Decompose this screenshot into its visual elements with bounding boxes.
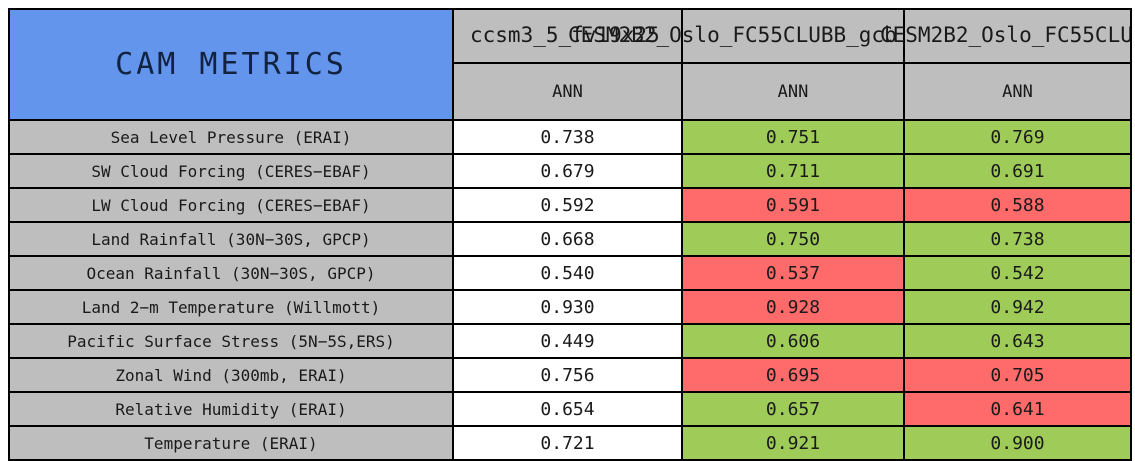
- metric-label: Land Rainfall (30N−30S, GPCP): [8, 221, 454, 257]
- table-row: Pacific Surface Stress (5N−5S,ERS) 0.449 0…: [8, 323, 1132, 359]
- season-header-ann-2: ANN: [681, 62, 905, 121]
- value-cell: 0.540: [452, 255, 683, 291]
- table-row: Temperature (ERAI) 0.721 0.921 0.900: [8, 425, 1132, 461]
- value-cell: 0.668: [452, 221, 683, 257]
- value-cell: 0.705: [903, 357, 1132, 393]
- value-cell: 0.751: [681, 119, 905, 155]
- table-row: Land Rainfall (30N−30S, GPCP) 0.668 0.750 0…: [8, 221, 1132, 257]
- table-row: LW Cloud Forcing (CERES−EBAF) 0.592 0.591 0…: [8, 187, 1132, 223]
- metric-label: Ocean Rainfall (30N−30S, GPCP): [8, 255, 454, 291]
- model-header-row: CAM METRICS: [8, 8, 1132, 121]
- model-header-cell-3: [903, 8, 1132, 64]
- metric-label: SW Cloud Forcing (CERES−EBAF): [8, 153, 454, 189]
- metric-label: Pacific Surface Stress (5N−5S,ERS): [8, 323, 454, 359]
- metric-label: Land 2−m Temperature (Willmott): [8, 289, 454, 325]
- value-cell: 0.900: [903, 425, 1132, 461]
- value-cell: 0.588: [903, 187, 1132, 223]
- value-cell: 0.738: [452, 119, 683, 155]
- value-cell: 0.449: [452, 323, 683, 359]
- table-row: Land 2−m Temperature (Willmott) 0.930 0.92…: [8, 289, 1132, 325]
- value-cell: 0.721: [452, 425, 683, 461]
- value-cell: 0.750: [681, 221, 905, 257]
- table-row: Zonal Wind (300mb, ERAI) 0.756 0.695 0.705: [8, 357, 1132, 393]
- table-title: CAM METRICS: [8, 8, 454, 121]
- value-cell: 0.643: [903, 323, 1132, 359]
- value-cell: 0.942: [903, 289, 1132, 325]
- value-cell: 0.921: [681, 425, 905, 461]
- value-cell: 0.591: [681, 187, 905, 223]
- value-cell: 0.756: [452, 357, 683, 393]
- value-cell: 0.606: [681, 323, 905, 359]
- value-cell: 0.738: [903, 221, 1132, 257]
- model-header-cell-1: [452, 8, 683, 64]
- value-cell: 0.695: [681, 357, 905, 393]
- season-header-ann-1: ANN: [452, 62, 683, 121]
- value-cell: 0.654: [452, 391, 683, 427]
- metric-label: Temperature (ERAI): [8, 425, 454, 461]
- value-cell: 0.930: [452, 289, 683, 325]
- value-cell: 0.657: [681, 391, 905, 427]
- value-cell: 0.641: [903, 391, 1132, 427]
- metric-label: LW Cloud Forcing (CERES−EBAF): [8, 187, 454, 223]
- metric-label: Zonal Wind (300mb, ERAI): [8, 357, 454, 393]
- value-cell: 0.769: [903, 119, 1132, 155]
- table-row: Relative Humidity (ERAI) 0.654 0.657 0.641: [8, 391, 1132, 427]
- season-header-ann-3: ANN: [903, 62, 1132, 121]
- value-cell: 0.537: [681, 255, 905, 291]
- table-row: Ocean Rainfall (30N−30S, GPCP) 0.540 0.537…: [8, 255, 1132, 291]
- metric-label: Sea Level Pressure (ERAI): [8, 119, 454, 155]
- model-header-cell-2: [681, 8, 905, 64]
- value-cell: 0.711: [681, 153, 905, 189]
- value-cell: 0.542: [903, 255, 1132, 291]
- value-cell: 0.928: [681, 289, 905, 325]
- metrics-table: CAM METRICS ANN ANN ANN Sea Level Pressu…: [8, 8, 1132, 461]
- season-header-row: ANN ANN ANN: [9, 62, 1132, 121]
- value-cell: 0.679: [452, 153, 683, 189]
- value-cell: 0.691: [903, 153, 1132, 189]
- value-cell: 0.592: [452, 187, 683, 223]
- table-row: SW Cloud Forcing (CERES−EBAF) 0.679 0.711 0…: [8, 153, 1132, 189]
- metric-label: Relative Humidity (ERAI): [8, 391, 454, 427]
- table-row: Sea Level Pressure (ERAI) 0.738 0.751 0.769: [8, 119, 1132, 155]
